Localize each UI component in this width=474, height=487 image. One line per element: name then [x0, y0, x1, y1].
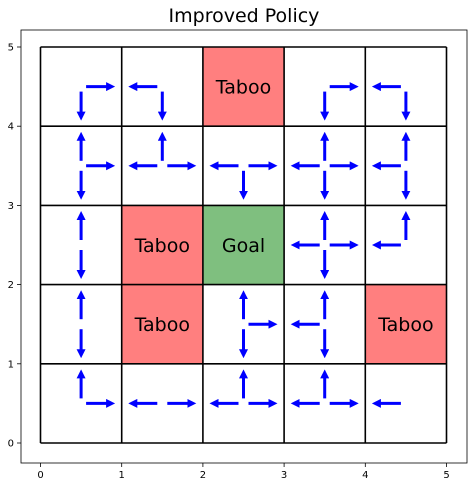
x-tick-label: 0 [37, 470, 43, 481]
chart-title: Improved Policy [169, 5, 320, 27]
x-tick-label: 2 [200, 470, 206, 481]
y-tick-label: 0 [8, 439, 14, 450]
axis-ticks-layer: 0 1 2 3 4 5 0 1 2 3 4 5 [8, 43, 450, 482]
grid-lines-layer [39, 46, 448, 444]
y-tick-label: 3 [8, 201, 14, 212]
x-tick-label: 3 [281, 470, 287, 481]
x-tick-label: 5 [443, 470, 449, 481]
y-tick-label: 1 [8, 359, 14, 370]
x-tick-label: 4 [362, 470, 368, 481]
taboo-cell [121, 284, 203, 364]
policy-arrows-layer [76, 82, 411, 408]
taboo-cell-label: Taboo [377, 314, 433, 336]
taboo-cell-label: Taboo [134, 314, 190, 336]
goal-cell [202, 205, 285, 285]
taboo-cell-label: Taboo [134, 235, 190, 257]
taboo-cell [365, 284, 447, 364]
y-tick-label: 4 [8, 122, 14, 133]
taboo-cell-label: Taboo [215, 77, 271, 99]
axes-frame [20, 29, 468, 464]
taboo-cell [202, 47, 285, 127]
taboo-cell [121, 205, 203, 285]
y-tick-label: 2 [8, 280, 14, 291]
y-tick-label: 5 [8, 43, 14, 54]
x-tick-label: 1 [119, 470, 125, 481]
special-cells-layer: Taboo Taboo Goal Taboo Taboo [121, 47, 447, 364]
goal-cell-label: Goal [222, 235, 265, 257]
